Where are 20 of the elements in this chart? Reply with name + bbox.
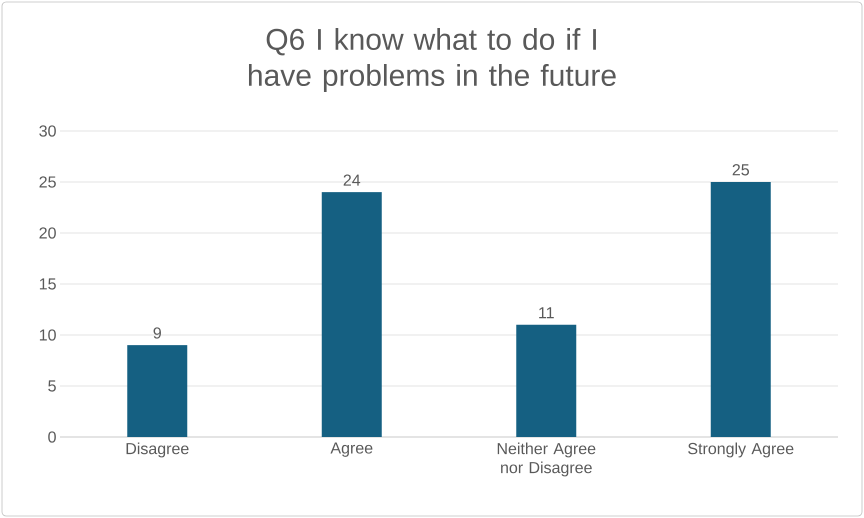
data-label: 11 [539,307,554,318]
y-tick-label: 25 [40,176,56,188]
data-label: 24 [344,174,360,186]
x-tick-label: Disagree [126,442,189,458]
data-label: 9 [154,327,161,339]
data-label: 25 [732,164,749,176]
y-tick-label: 20 [40,227,56,239]
y-tick-label: 30 [39,125,56,137]
bar [710,182,771,437]
chart-title: Q6 I know what to do if I have problems in the future [248,28,616,92]
x-tick-label: Neither Agree nor Disagree [498,442,596,476]
bar [322,192,382,437]
y-tick-label: 10 [40,329,56,341]
x-tick-label: Strongly Agree [688,442,794,458]
y-tick-label: 0 [48,431,56,443]
bar [516,324,576,437]
y-tick-label: 5 [48,380,56,392]
bar [127,345,188,437]
x-tick-label: Agree [330,442,372,457]
y-tick-label: 15 [40,278,56,290]
